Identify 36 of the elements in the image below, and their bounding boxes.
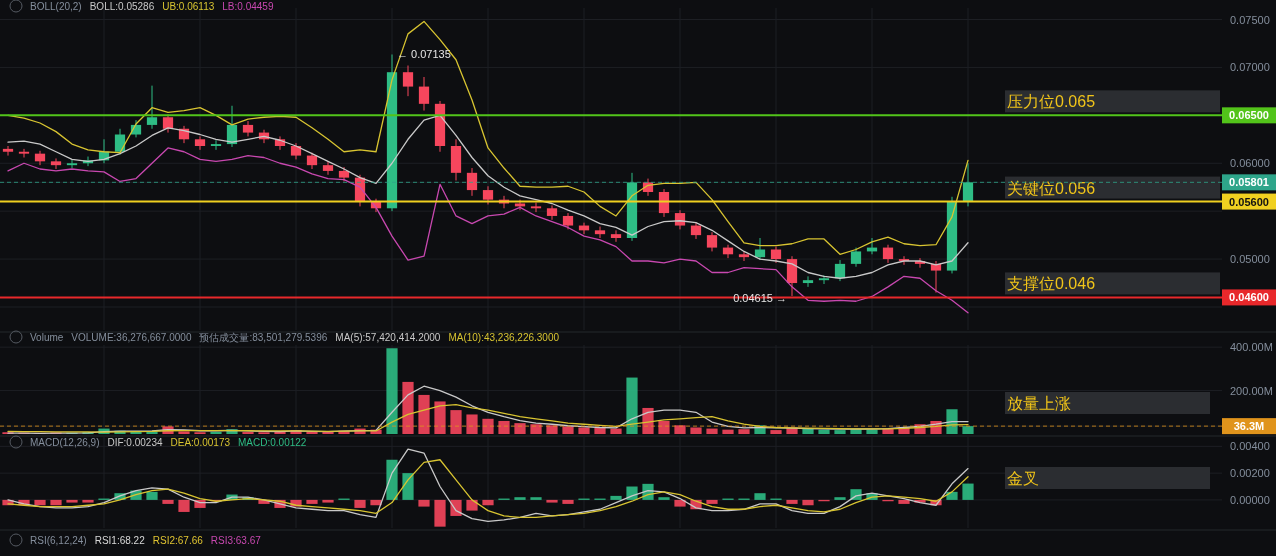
text: RSI3:63.67: [210, 535, 262, 546]
chart-title: Volume: [30, 332, 64, 343]
y-tick-label: 200.00M: [1230, 384, 1273, 397]
text: 预估成交量:83,501,279.5396: [199, 332, 328, 343]
ref-line-label: 压力位0.065: [1007, 93, 1096, 111]
ref-line-label: 关键位0.056: [1007, 179, 1096, 197]
text: VOLUME:36,276,667.0000: [71, 332, 192, 343]
text: MA(5):57,420,414.2000: [335, 332, 441, 343]
y-tick-label: 0.00000: [1230, 493, 1270, 506]
y-tick-label: 400.00M: [1230, 341, 1273, 354]
y-tick-label: 0.04600: [1229, 291, 1269, 304]
text: MACD:0.00122: [238, 437, 307, 448]
text: RSI2:67.66: [152, 535, 204, 546]
chart-title: MACD(12,26,9): [30, 437, 100, 448]
y-tick-label: 0.05600: [1229, 195, 1269, 208]
y-tick-label: 0.07500: [1230, 13, 1270, 26]
y-tick-label: 0.05801: [1229, 176, 1269, 189]
text: DEA:0.00173: [170, 437, 231, 448]
text: LB:0.04459: [222, 1, 274, 12]
text: 金叉: [1007, 470, 1039, 487]
text: BOLL:0.05286: [89, 1, 155, 12]
y-tick-label: 0.00400: [1230, 440, 1270, 453]
y-tick-label: 36.3M: [1233, 420, 1265, 433]
y-tick-label: 0.05000: [1230, 253, 1270, 266]
text: RSI1:68.22: [94, 535, 146, 546]
y-tick-label: 0.00200: [1230, 467, 1270, 480]
y-tick-label: 0.07000: [1230, 61, 1270, 74]
chart-title: BOLL(20,2): [30, 1, 82, 12]
text: RSI(6,12,24): [30, 535, 87, 546]
y-tick-label: 0.06500: [1229, 109, 1269, 122]
text: UB:0.06113: [162, 1, 215, 12]
y-tick-label: 0.06000: [1230, 157, 1270, 170]
text: DIF:0.00234: [107, 437, 163, 448]
text: MA(10):43,236,226.3000: [448, 332, 560, 343]
text: 放量上涨: [1007, 395, 1071, 412]
ref-line-label: 支撑位0.046: [1007, 275, 1096, 293]
